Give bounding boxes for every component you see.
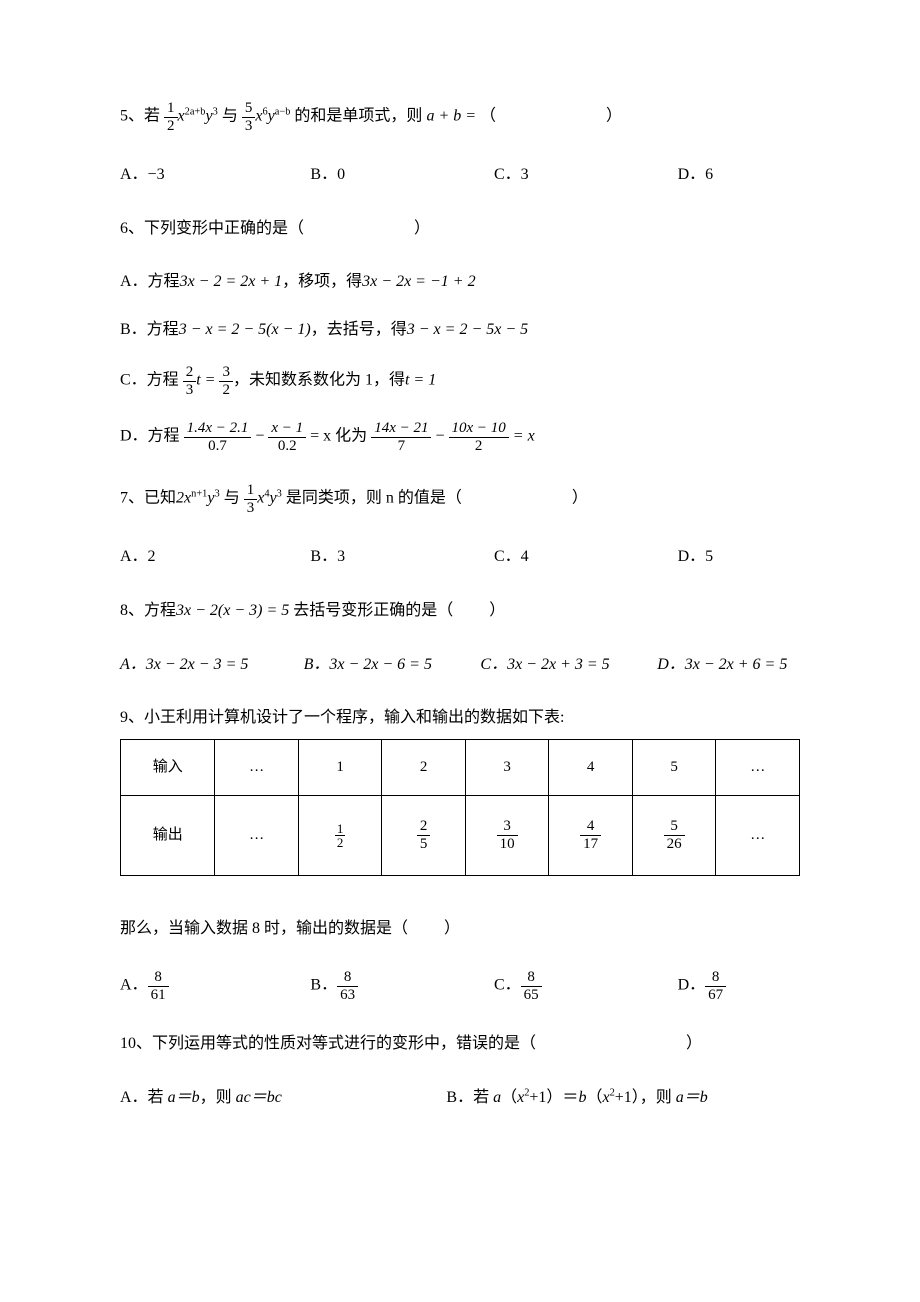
q5-options: A．−3 B．0 C．3 D．6 xyxy=(120,162,800,188)
option-c: C．4 xyxy=(494,544,678,570)
option-d: D．方程 1.4x − 2.10.7 − x − 10.2 = x 化为 14x… xyxy=(120,420,800,454)
option-b: B．若 a（x2+1）＝b（x2+1），则 a＝b xyxy=(446,1085,800,1111)
option-a: A．2 xyxy=(120,544,310,570)
q6-options: A．方程3x − 2 = 2x + 1，移项，得3x − 2x = −1 + 2… xyxy=(120,269,800,454)
question-9-after: 那么，当输入数据 8 时，输出的数据是（） xyxy=(120,916,800,942)
option-b: B．3 xyxy=(310,544,494,570)
option-a: A．861 xyxy=(120,969,310,1003)
option-a: A．−3 xyxy=(120,162,310,188)
var-x: x xyxy=(178,108,185,125)
option-c: C．方程 23t = 32，未知数系数化为 1，得t = 1 xyxy=(120,364,800,398)
table-row: 输出 … 12 25 310 417 526 … xyxy=(121,795,800,875)
option-b: B．3x − 2x − 6 = 5 xyxy=(304,652,481,678)
question-8: 8、方程3x − 2(x − 3) = 5 去括号变形正确的是（） xyxy=(120,598,800,624)
option-a: A．若 a＝b，则 ac＝bc xyxy=(120,1085,446,1111)
table-row: 输入 … 1 2 3 4 5 … xyxy=(121,739,800,795)
option-b: B．0 xyxy=(310,162,494,188)
question-7: 7、已知2xn+1y3 与 13x4y3 是同类项，则 n 的值是（） xyxy=(120,482,800,516)
option-d: D．3x − 2x + 6 = 5 xyxy=(657,652,800,678)
q5-prefix: 5、若 xyxy=(120,108,160,125)
question-6-stem: 6、下列变形中正确的是（） xyxy=(120,216,800,242)
q9-options: A．861 B．863 C．865 D．867 xyxy=(120,969,800,1003)
option-a: A．方程3x − 2 = 2x + 1，移项，得3x − 2x = −1 + 2 xyxy=(120,269,800,295)
q8-options: A．3x − 2x − 3 = 5 B．3x − 2x − 6 = 5 C．3x… xyxy=(120,652,800,678)
option-a: A．3x − 2x − 3 = 5 xyxy=(120,652,304,678)
question-10-stem: 10、下列运用等式的性质对等式进行的变形中，错误的是（） xyxy=(120,1031,800,1057)
question-5: 5、若 1 2 x2a+by3 与 5 3 x6ya−b 的和是单项式，则 a … xyxy=(120,100,800,134)
option-d: D．5 xyxy=(678,544,800,570)
question-9-stem: 9、小王利用计算机设计了一个程序，输入和输出的数据如下表: xyxy=(120,705,800,731)
option-b: B．方程3 − x = 2 − 5(x − 1)，去括号，得3 − x = 2 … xyxy=(120,317,800,343)
q10-options: A．若 a＝b，则 ac＝bc B．若 a（x2+1）＝b（x2+1），则 a＝… xyxy=(120,1085,800,1111)
fraction: 5 3 xyxy=(242,100,256,134)
fraction: 1 2 xyxy=(164,100,178,134)
io-table: 输入 … 1 2 3 4 5 … 输出 … 12 25 310 417 526 … xyxy=(120,739,800,876)
q7-options: A．2 B．3 C．4 D．5 xyxy=(120,544,800,570)
option-c: C．865 xyxy=(494,969,678,1003)
var-y: y xyxy=(206,108,213,125)
option-d: D．867 xyxy=(678,969,800,1003)
option-c: C．3x − 2x + 3 = 5 xyxy=(480,652,657,678)
option-d: D．6 xyxy=(678,162,800,188)
option-c: C．3 xyxy=(494,162,678,188)
option-b: B．863 xyxy=(310,969,494,1003)
